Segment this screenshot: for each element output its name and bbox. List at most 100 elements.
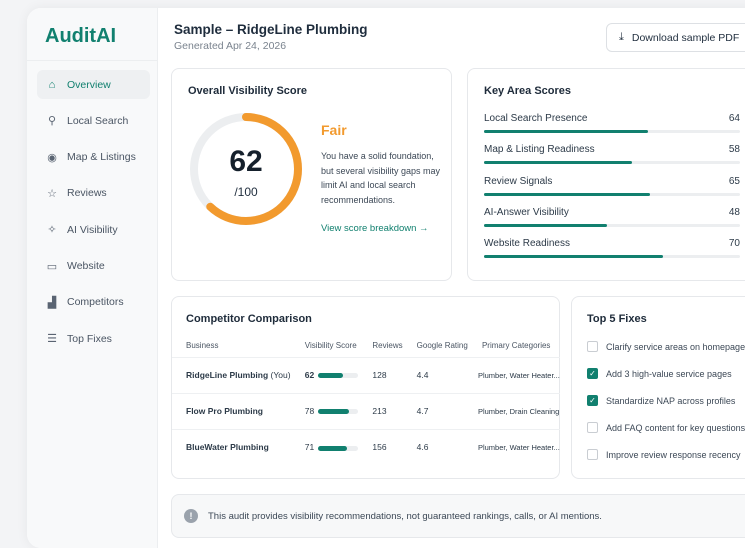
sidebar-item-label: Top Fixes [67,332,112,345]
fix-label: Add FAQ content for key questions [606,422,745,433]
fix-item[interactable]: Clarify service areas on homepage [587,333,745,360]
checkbox[interactable]: ✓ [587,395,598,406]
score-bar [318,409,359,415]
sidebar: AuditAI ⌂ Overview ⚲ Local Search ◉ Map & Lis… [27,8,158,548]
column-header: Google Rating [416,341,468,351]
view-breakdown-link[interactable]: View score breakdown → [321,223,429,234]
key-area-row: Local Search Presence 64 [484,113,740,144]
sidebar-item-label: Local Search [67,114,129,127]
app-window: AuditAI ⌂ Overview ⚲ Local Search ◉ Map & Lis… [27,8,745,548]
sidebar-item-ai-visibility[interactable]: ✧ AI Visibility [37,215,150,244]
checkbox[interactable] [587,449,598,460]
area-progress-bar [484,192,740,196]
sidebar-item-overview[interactable]: ⌂ Overview [37,70,150,99]
area-label: Review Signals [484,175,553,187]
google-rating: 4.4 [402,356,468,393]
table-row: Flow Pro Plumbing 78 213 4.7 Plumber, Dr… [172,392,560,429]
competitor-table: Business Visibility Score Reviews Google Ra… [172,335,560,465]
area-value: 70 [728,238,740,250]
browser-icon: ▭ [46,260,58,273]
fix-label: Standardize NAP across profiles [606,395,736,406]
search-icon: ⚲ [47,115,57,128]
reviews: 156 [358,428,403,465]
star-icon: ☆ [47,187,57,200]
google-rating: 4.7 [402,392,468,429]
area-progress-fill [484,223,607,227]
table-row: BlueWater Plumbing 71 156 4.6 Plumber, W… [172,428,560,465]
checkbox[interactable] [587,341,598,352]
business-name: Flow Pro Plumbing [172,392,291,429]
key-area-row: AI-Answer Visibility 48 [484,207,740,238]
page-title: Sample – RidgeLine Plumbing [174,22,368,37]
sidebar-item-website[interactable]: ▭ Website [37,252,150,281]
area-value: 65 [728,175,740,187]
fix-item[interactable]: ✓ Add 3 high-value service pages [587,360,745,387]
key-area-row: Review Signals 65 [484,176,740,207]
card-title: Key Area Scores [484,85,572,97]
visibility-score: 62 [290,356,359,393]
list-icon: ☰ [47,333,57,346]
download-label: Download sample PDF [631,31,740,44]
sidebar-item-label: Reviews [67,187,107,200]
score-value: 62 [229,145,263,178]
score-rating: Fair [321,122,347,138]
chart-icon: ▟ [47,296,57,309]
visibility-score: 78 [290,392,359,429]
area-progress-fill [484,161,633,165]
logo: AuditAI [45,25,117,47]
reviews: 128 [358,356,403,393]
column-header: Business [186,341,219,351]
area-progress-fill [484,130,648,133]
column-header: Visibility Score [304,341,357,351]
area-value: 48 [728,206,740,218]
area-progress-bar [484,161,740,165]
card-title: Competitor Comparison [186,313,312,325]
primary-categories: Plumber, Water Heater... [467,356,560,393]
sidebar-item-map-listings[interactable]: ◉ Map & Listings [37,143,150,172]
sidebar-item-reviews[interactable]: ☆ Reviews [37,179,150,208]
download-icon: ⤓ [619,31,624,43]
key-area-scores-card: Key Area Scores Local Search Presence 64 M… [467,68,745,281]
reviews: 213 [358,392,403,429]
google-rating: 4.6 [402,428,468,465]
visibility-score: 71 [290,428,359,465]
area-progress-bar [484,255,740,259]
card-title: Top 5 Fixes [587,313,647,325]
score-bar [318,373,359,379]
fix-item[interactable]: Improve review response recency [587,441,745,468]
area-label: AI-Answer Visibility [484,206,569,218]
fix-label: Improve review response recency [606,449,741,460]
top-fixes-card: Top 5 Fixes Clarify service areas on hom… [571,296,745,479]
overall-score-card: Overall Visibility Score 62 /100 Fair Yo… [171,68,452,281]
sidebar-item-label: Competitors [67,296,124,309]
download-pdf-button[interactable]: ⤓ Download sample PDF [606,23,745,52]
sidebar-item-local-search[interactable]: ⚲ Local Search [37,106,150,135]
fix-item[interactable]: Add FAQ content for key questions [587,414,745,441]
checkbox[interactable]: ✓ [587,368,598,379]
column-header: Reviews [372,341,403,351]
checkbox[interactable] [587,422,598,433]
area-label: Website Readiness [484,238,570,250]
divider [27,60,158,61]
sidebar-item-label: Map & Listings [67,151,136,164]
area-label: Map & Listing Readiness [484,144,595,156]
sidebar-item-top-fixes[interactable]: ☰ Top Fixes [37,324,150,353]
sidebar-item-label: AI Visibility [67,223,118,236]
area-progress-bar [484,223,740,227]
area-label: Local Search Presence [484,113,588,124]
area-value: 58 [728,144,740,156]
area-progress-fill [484,192,651,196]
home-check-icon: ⌂ [48,78,56,91]
sidebar-item-competitors[interactable]: ▟ Competitors [37,288,150,317]
card-title: Overall Visibility Score [188,85,308,97]
gauge-arc [190,113,302,225]
primary-categories: Plumber, Water Heater... [467,428,560,465]
disclaimer-text: This audit provides visibility recommend… [208,510,602,522]
score-description: You have a solid foundation, but several… [321,151,441,205]
fix-item[interactable]: ✓ Standardize NAP across profiles [587,387,745,414]
score-bar [318,445,359,451]
area-value: 64 [728,113,740,124]
score-max: /100 [234,185,258,199]
info-icon: ! [184,509,198,523]
area-progress-bar [484,130,740,133]
